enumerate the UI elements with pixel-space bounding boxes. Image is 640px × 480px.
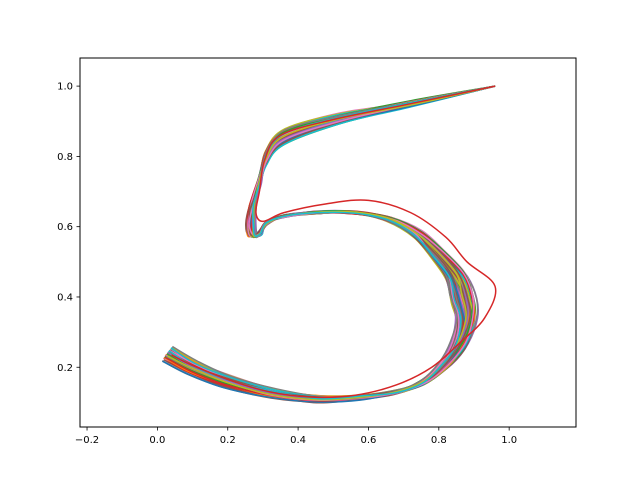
x-tick-label: 0.8	[431, 435, 447, 446]
y-tick-label: 0.8	[57, 152, 73, 163]
x-tick-label: 0.6	[361, 435, 377, 446]
y-tick-label: 0.2	[57, 363, 73, 374]
x-tick-label: 0.0	[149, 435, 165, 446]
y-tick-label: 1.0	[57, 82, 73, 93]
y-tick-label: 0.6	[57, 222, 73, 233]
plot-area	[161, 85, 497, 404]
series-line	[171, 85, 497, 399]
x-tick-label: 0.4	[290, 435, 306, 446]
x-axis: −0.2 0.0 0.2 0.4 0.6 0.8 1.0	[75, 427, 517, 446]
axes-frame	[79, 57, 577, 428]
x-tick-label: 0.2	[220, 435, 236, 446]
y-tick-label: 0.4	[57, 292, 73, 303]
x-tick-label: 1.0	[501, 435, 517, 446]
x-tick-label: −0.2	[75, 435, 99, 446]
y-axis: 0.2 0.4 0.6 0.8 1.0	[57, 82, 80, 374]
